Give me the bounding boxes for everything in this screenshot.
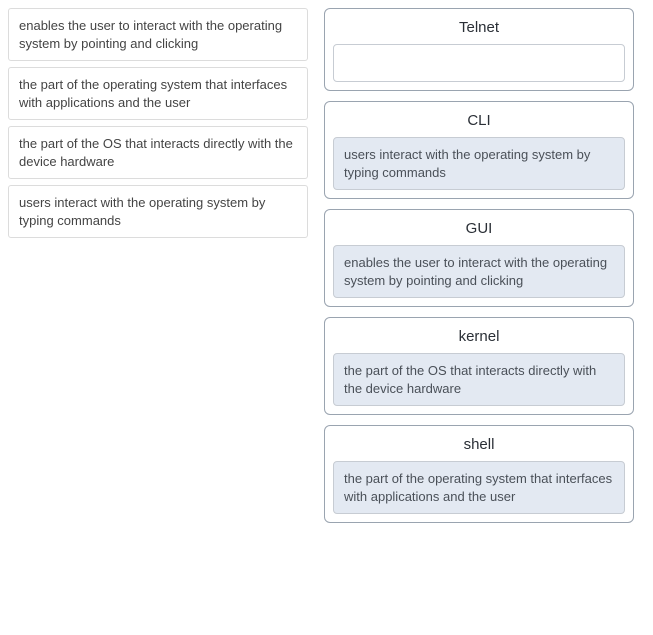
target-title: kernel bbox=[333, 326, 625, 353]
source-item[interactable]: users interact with the operating system… bbox=[8, 185, 308, 238]
dropzone-cli[interactable]: users interact with the operating system… bbox=[333, 137, 625, 190]
dropzone-shell[interactable]: the part of the operating system that in… bbox=[333, 461, 625, 514]
target-shell: shell the part of the operating system t… bbox=[324, 425, 634, 523]
matching-layout: enables the user to interact with the op… bbox=[8, 8, 645, 533]
target-telnet: Telnet bbox=[324, 8, 634, 91]
target-title: shell bbox=[333, 434, 625, 461]
target-title: CLI bbox=[333, 110, 625, 137]
source-item[interactable]: enables the user to interact with the op… bbox=[8, 8, 308, 61]
dropzone-gui[interactable]: enables the user to interact with the op… bbox=[333, 245, 625, 298]
source-item[interactable]: the part of the OS that interacts direct… bbox=[8, 126, 308, 179]
target-gui: GUI enables the user to interact with th… bbox=[324, 209, 634, 307]
dropzone-telnet[interactable] bbox=[333, 44, 625, 82]
target-title: Telnet bbox=[333, 17, 625, 44]
target-kernel: kernel the part of the OS that interacts… bbox=[324, 317, 634, 415]
target-column: Telnet CLI users interact with the opera… bbox=[324, 8, 634, 533]
source-item[interactable]: the part of the operating system that in… bbox=[8, 67, 308, 120]
source-column: enables the user to interact with the op… bbox=[8, 8, 308, 244]
target-title: GUI bbox=[333, 218, 625, 245]
dropzone-kernel[interactable]: the part of the OS that interacts direct… bbox=[333, 353, 625, 406]
target-cli: CLI users interact with the operating sy… bbox=[324, 101, 634, 199]
